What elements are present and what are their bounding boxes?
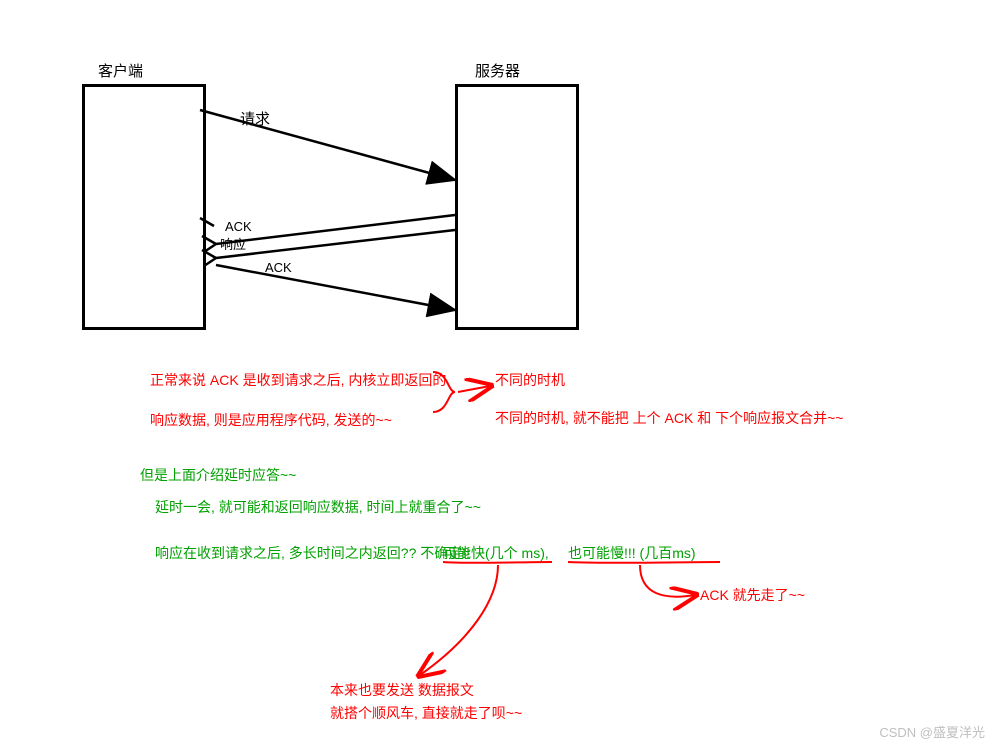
server-label: 服务器: [475, 60, 520, 81]
red-right1: 不同的时机: [495, 370, 565, 390]
watermark: CSDN @盛夏洋光: [879, 722, 985, 741]
request-label: 请求: [240, 108, 270, 129]
green-g2: 延时一会, 就可能和返回响应数据, 时间上就重合了~~: [155, 497, 481, 517]
server-box: [455, 84, 579, 330]
red-bottom2: 就搭个顺风车, 直接就走了呗~~: [330, 703, 522, 723]
green-g3b: 可能快(几个 ms),: [443, 543, 549, 563]
red-line1: 正常来说 ACK 是收到请求之后, 内核立即返回的.: [150, 370, 450, 390]
green-g3c: 也可能慢!!! (几百ms): [568, 543, 696, 563]
red-right2: 不同的时机, 就不能把 上个 ACK 和 下个响应报文合并~~: [495, 408, 843, 428]
green-g1: 但是上面介绍延时应答~~: [140, 465, 296, 485]
ack1-label: ACK: [225, 219, 252, 234]
green-g3a: 响应在收到请求之后, 多长时间之内返回?? 不确定!!: [155, 543, 470, 563]
red-line2: 响应数据, 则是应用程序代码, 发送的~~: [150, 410, 392, 430]
response-label: 响应: [220, 234, 246, 253]
ack2-label: ACK: [265, 260, 292, 275]
client-label: 客户端: [98, 60, 143, 81]
red-bottom1: 本来也要发送 数据报文: [330, 680, 474, 700]
client-box: [82, 84, 206, 330]
ack-first: ACK 就先走了~~: [700, 585, 805, 605]
